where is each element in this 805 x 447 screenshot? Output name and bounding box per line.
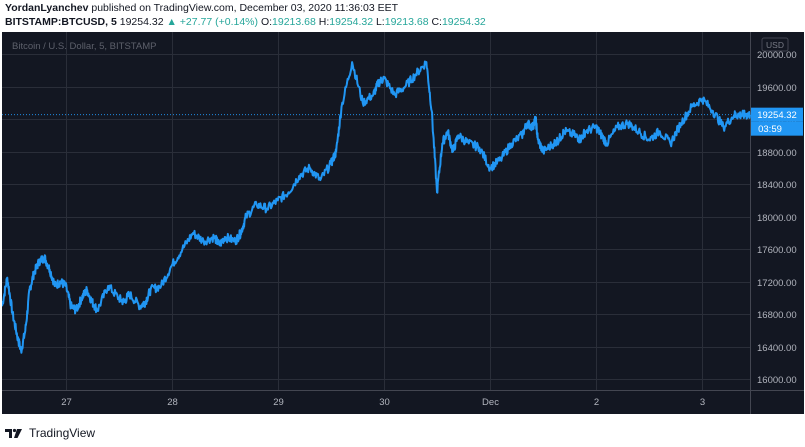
x-tick-label: 30 — [379, 397, 390, 408]
x-tick-label: 27 — [61, 397, 72, 408]
price-chart[interactable]: 27 28 29 30 Dec 2 3 16000.00 16400.00 16800.00 17… — [2, 32, 804, 414]
tradingview-logo-icon — [5, 426, 23, 440]
y-tick-label: 16800.00 — [757, 310, 797, 321]
x-tick-label: 3 — [700, 397, 705, 408]
x-tick-label: 29 — [273, 397, 284, 408]
footer: TradingView — [5, 423, 95, 443]
close-value: 19254.32 — [441, 16, 486, 28]
open-value: 19213.68 — [272, 16, 316, 28]
x-tick-label: Dec — [482, 397, 499, 408]
high-value: 19254.32 — [329, 16, 374, 28]
publish-info: YordanLyanchev published on TradingView.… — [5, 2, 398, 16]
last-price: 19254.32 — [119, 16, 164, 28]
x-tick-label: 28 — [167, 397, 178, 408]
countdown-tag — [751, 121, 803, 136]
y-tick-label: 18800.00 — [757, 148, 797, 159]
brand-name[interactable]: TradingView — [29, 426, 96, 440]
low-label: L: — [375, 16, 385, 28]
x-tick-label: 2 — [594, 397, 599, 408]
open-label: O: — [260, 16, 273, 28]
y-tick-label: 18400.00 — [757, 180, 797, 191]
y-tick-label: 17200.00 — [757, 278, 797, 289]
published-text: published on TradingView.com, December 0… — [91, 2, 399, 14]
y-tick-label: 16400.00 — [757, 343, 797, 354]
change-value: +27.77 (+0.14%) — [179, 16, 259, 28]
chart-title: Bitcoin / U.S. Dollar, 5, BITSTAMP — [12, 41, 156, 52]
change-up-icon: ▲ — [166, 16, 177, 28]
close-label: C: — [431, 16, 442, 28]
author-name[interactable]: YordanLyanchev — [5, 2, 89, 14]
price-line — [2, 60, 751, 354]
y-tick-label: 20000.00 — [757, 50, 797, 61]
symbol-label: BITSTAMP:BTCUSD, 5 — [5, 16, 117, 28]
high-label: H: — [318, 16, 330, 28]
countdown-label: 03:59 — [758, 124, 782, 135]
y-tick-label: 16000.00 — [757, 375, 797, 386]
ohlc-line: BITSTAMP:BTCUSD, 5 19254.32 ▲ +27.77 (+0… — [5, 16, 486, 30]
chart-area[interactable]: 27 28 29 30 Dec 2 3 16000.00 16400.00 16800.00 17… — [2, 32, 804, 414]
y-tick-label: 17600.00 — [757, 245, 797, 256]
last-price-tag — [751, 107, 803, 122]
last-price-tag-label: 19254.32 — [757, 110, 797, 121]
y-tick-label: 18000.00 — [757, 213, 797, 224]
low-value: 19213.68 — [384, 16, 429, 28]
y-tick-label: 19600.00 — [757, 83, 797, 94]
currency-badge[interactable]: USD — [761, 37, 789, 52]
currency-label: USD — [766, 40, 784, 50]
